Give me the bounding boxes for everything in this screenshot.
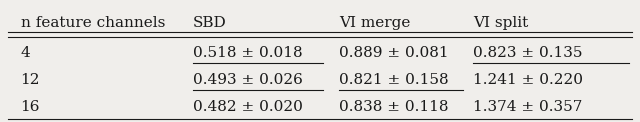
Text: n feature channels: n feature channels — [20, 16, 165, 30]
Text: SBD: SBD — [193, 16, 227, 30]
Text: 16: 16 — [20, 101, 40, 114]
Text: 0.493 ± 0.026: 0.493 ± 0.026 — [193, 73, 303, 87]
Text: VI merge: VI merge — [339, 16, 410, 30]
Text: 0.889 ± 0.081: 0.889 ± 0.081 — [339, 46, 449, 60]
Text: 0.823 ± 0.135: 0.823 ± 0.135 — [473, 46, 582, 60]
Text: 12: 12 — [20, 73, 40, 87]
Text: 0.518 ± 0.018: 0.518 ± 0.018 — [193, 46, 302, 60]
Text: 0.821 ± 0.158: 0.821 ± 0.158 — [339, 73, 449, 87]
Text: 1.241 ± 0.220: 1.241 ± 0.220 — [473, 73, 583, 87]
Text: 0.838 ± 0.118: 0.838 ± 0.118 — [339, 101, 449, 114]
Text: 1.374 ± 0.357: 1.374 ± 0.357 — [473, 101, 582, 114]
Text: 4: 4 — [20, 46, 30, 60]
Text: 0.482 ± 0.020: 0.482 ± 0.020 — [193, 101, 303, 114]
Text: VI split: VI split — [473, 16, 528, 30]
